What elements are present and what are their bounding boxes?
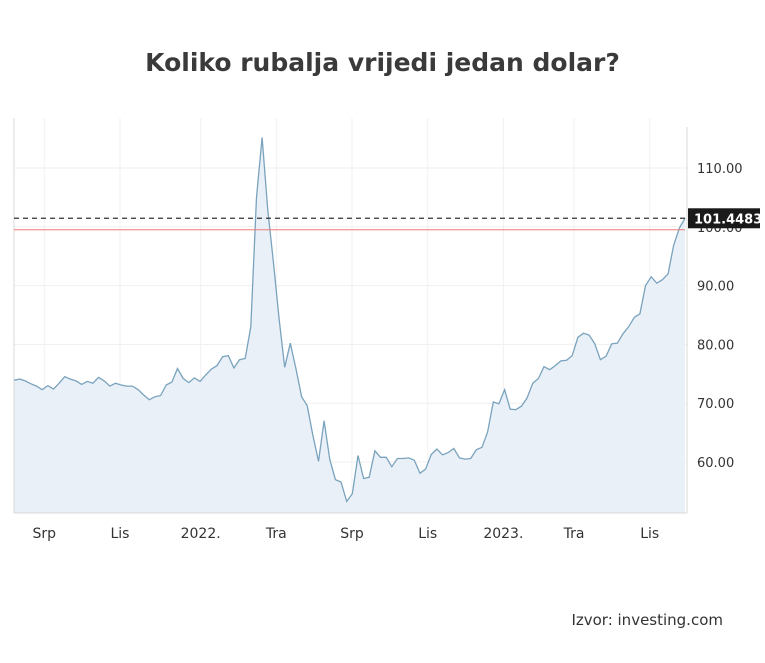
x-tick-label: Lis [110,526,129,542]
x-tick-label: 2022. [181,526,221,542]
series-line [13,137,686,503]
x-tick-label: Tra [265,526,287,542]
x-axis-ticks: Srp Lis 2022. Tra Srp Lis 2023. Tra Lis [33,526,660,542]
x-tick-label: 2023. [483,526,523,542]
source-note: Izvor: investing.com [571,611,723,629]
x-tick-label: Lis [418,526,437,542]
last-value-badge-bg [688,208,760,229]
last-value-label: 101.4483 [694,212,762,227]
series-area [14,137,685,513]
x-tick-label: Lis [640,526,659,542]
y-tick-label: 80.00 [697,338,734,353]
y-tick-label: 90.00 [697,280,734,295]
y-tick-label: 70.00 [697,397,734,412]
x-tick-label: Tra [563,526,585,542]
x-tick-label: Srp [340,526,364,542]
y-tick-label: 60.00 [697,456,734,471]
chart-title: Koliko rubalja vrijedi jedan dolar? [145,48,620,77]
last-value-badge: 101.4483 [688,208,762,229]
x-tick-label: Srp [33,526,57,542]
y-tick-label: 110.00 [697,162,743,177]
